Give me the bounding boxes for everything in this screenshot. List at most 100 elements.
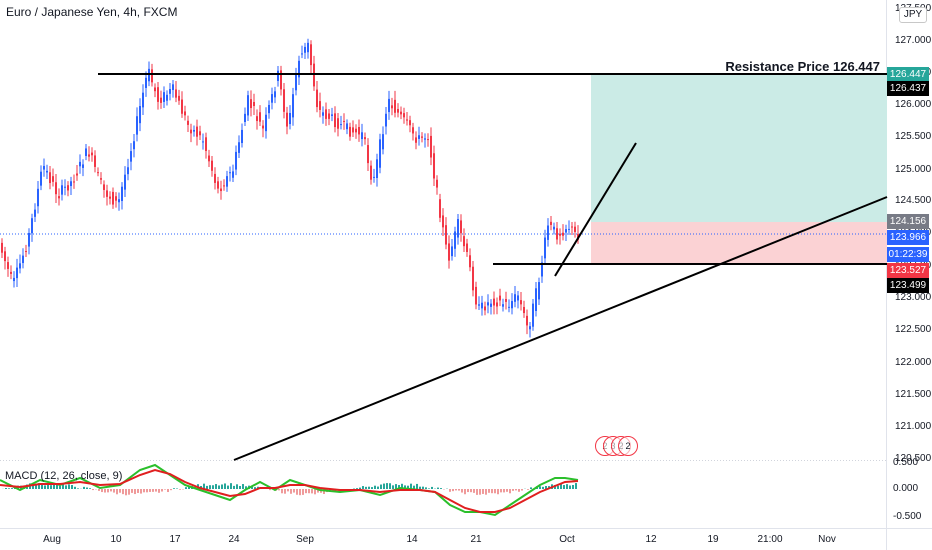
- candle-body: [247, 95, 249, 116]
- candle-body: [34, 209, 36, 217]
- loss-zone[interactable]: [591, 222, 887, 264]
- candle-body: [412, 127, 414, 134]
- candle-body: [517, 295, 519, 301]
- candle-body: [361, 132, 363, 140]
- candle-body: [28, 232, 30, 247]
- macd-bar: [317, 489, 319, 493]
- candle-body: [526, 315, 528, 326]
- candle-body: [496, 302, 498, 307]
- candle-body: [238, 142, 240, 153]
- candle-body: [370, 165, 372, 180]
- candle-body: [559, 233, 561, 236]
- macd-bar: [494, 489, 496, 494]
- macd-bar: [77, 488, 79, 489]
- macd-bar: [122, 489, 124, 495]
- macd-bar: [215, 484, 217, 489]
- candle-body: [286, 112, 288, 127]
- candle-body: [490, 303, 492, 307]
- macd-bar: [227, 485, 229, 489]
- candle-body: [274, 91, 276, 98]
- macd-bar: [281, 489, 283, 494]
- candle-body: [562, 232, 564, 236]
- macd-label[interactable]: MACD (12, 26, close, 9): [5, 470, 123, 482]
- candle-body: [427, 139, 429, 141]
- time-axis-label: 19: [707, 534, 719, 545]
- candle-body: [289, 113, 291, 125]
- candle-body: [391, 105, 393, 109]
- candle-body: [115, 196, 117, 201]
- macd-bar: [542, 486, 544, 489]
- macd-bar: [572, 484, 574, 489]
- macd-bar: [161, 489, 163, 492]
- candle-body: [109, 196, 111, 199]
- macd-bar: [155, 489, 157, 492]
- macd-bar: [422, 486, 424, 489]
- macd-bar: [38, 483, 40, 489]
- macd-bar: [278, 489, 280, 491]
- macd-bar: [296, 489, 298, 495]
- candle-body: [184, 111, 186, 116]
- time-axis: Aug 10 17 24 Sep 14 21 Oct 12 19 21:00 Nov: [43, 534, 836, 545]
- candle-body: [16, 267, 18, 279]
- candle-body: [112, 191, 114, 205]
- candle-body: [529, 326, 531, 330]
- macd-bar: [311, 489, 313, 494]
- macd-axis-label: -0.500: [893, 511, 922, 522]
- price-axis-label: 120.500: [895, 453, 932, 464]
- candle-body: [418, 135, 420, 139]
- macd-bar: [59, 485, 61, 489]
- macd-axis-label: 0.000: [893, 483, 918, 494]
- macd-bar: [383, 483, 385, 489]
- macd-bar: [356, 488, 358, 489]
- time-axis-label: Aug: [43, 534, 61, 545]
- candle-body: [211, 160, 213, 171]
- candle-body: [406, 119, 408, 121]
- macd-bar: [452, 489, 454, 492]
- candle-body: [367, 145, 369, 164]
- candle-body: [436, 179, 438, 188]
- candle-body: [343, 120, 345, 122]
- candle-body: [76, 173, 78, 176]
- candle-body: [340, 124, 342, 126]
- candle-body: [172, 84, 174, 90]
- time-axis-label: 14: [406, 534, 418, 545]
- candle-body: [19, 263, 21, 269]
- candle-body: [178, 95, 180, 101]
- candle-body: [175, 89, 177, 98]
- price-axis-label: 126.000: [895, 99, 932, 110]
- macd-bar: [575, 483, 577, 489]
- candle-body: [67, 185, 69, 191]
- candle-body: [142, 92, 144, 108]
- candle-body: [295, 73, 297, 91]
- candle-body: [88, 154, 90, 157]
- candle-body: [445, 225, 447, 245]
- macd-bar: [419, 486, 421, 489]
- candle-body: [304, 46, 306, 53]
- profit-zone[interactable]: [591, 75, 887, 222]
- macd-bar: [530, 487, 532, 489]
- candle-body: [124, 174, 126, 190]
- macd-bar: [173, 488, 175, 489]
- event-marker[interactable]: 2: [618, 436, 638, 456]
- candle-body: [430, 135, 432, 158]
- currency-badge[interactable]: JPY: [899, 7, 927, 23]
- price-axis-label: 122.500: [895, 324, 932, 335]
- macd-histogram: [2, 483, 577, 496]
- trend-line[interactable]: [233, 196, 888, 461]
- candle-body: [94, 155, 96, 167]
- candle-body: [193, 129, 195, 132]
- candle-body: [91, 152, 93, 156]
- macd-bar: [209, 485, 211, 489]
- price-tag: 126.437: [887, 81, 929, 96]
- macd-bar: [290, 489, 292, 494]
- candle-body: [4, 251, 6, 262]
- projection-line[interactable]: [554, 142, 637, 277]
- macd-bar: [242, 484, 244, 489]
- macd-bar: [89, 488, 91, 489]
- candle-body: [328, 113, 330, 119]
- macd-bar: [32, 485, 34, 489]
- macd-bar: [386, 483, 388, 489]
- candle-body: [259, 112, 261, 122]
- macd-bar: [479, 489, 481, 495]
